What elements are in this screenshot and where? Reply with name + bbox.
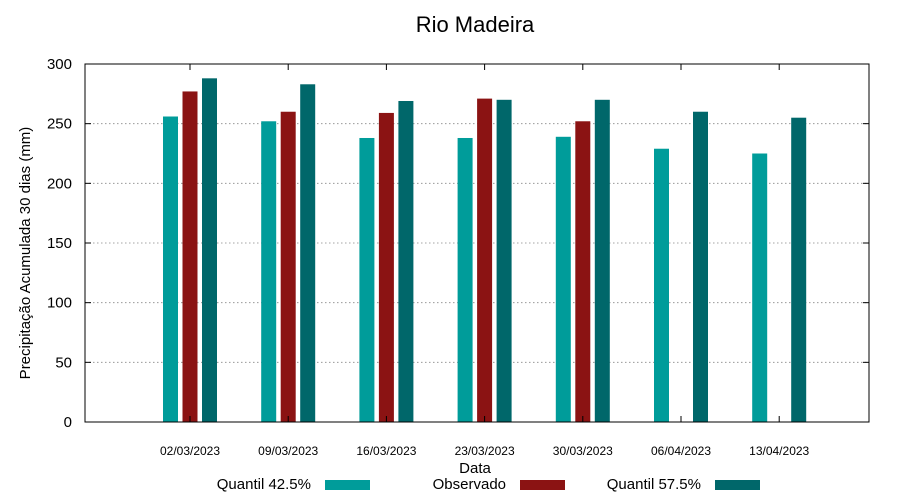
chart-title: Rio Madeira: [416, 12, 535, 37]
x-tick-label: 06/04/2023: [651, 444, 711, 458]
legend-label: Observado: [433, 476, 506, 493]
x-tick-label: 23/03/2023: [455, 444, 515, 458]
y-tick-label: 100: [47, 295, 72, 312]
bar-observado: [280, 111, 296, 422]
x-tick-label: 16/03/2023: [356, 444, 416, 458]
bar-observado: [477, 98, 493, 423]
bar-quantil-42: [261, 121, 277, 422]
bar-observado: [575, 121, 591, 422]
y-tick-label: 0: [64, 414, 72, 431]
bar-quantil-42: [654, 148, 669, 422]
legend: Quantil 42.5% Observado Quantil 57.5%: [217, 476, 760, 493]
grid-lines: [85, 123, 869, 363]
legend-label: Quantil 42.5%: [217, 476, 311, 493]
bar-observado: [378, 112, 394, 422]
y-tick-label: 150: [47, 235, 72, 252]
bar-quantil-57: [202, 78, 217, 422]
legend-swatch: [715, 480, 760, 490]
bar-quantil-42: [752, 153, 768, 422]
legend-swatch: [520, 480, 565, 490]
bar-quantil-42: [163, 116, 178, 423]
bar-quantil-57: [300, 84, 316, 422]
legend-label: Quantil 57.5%: [607, 476, 701, 493]
bar-quantil-42: [359, 137, 375, 422]
bar-quantil-42: [457, 137, 473, 422]
x-tick-label: 30/03/2023: [553, 444, 613, 458]
y-axis-ticks: 0 50 100 150 200 250 300: [47, 56, 869, 431]
x-tick-label: 13/04/2023: [749, 444, 809, 458]
bar-observado: [182, 91, 198, 423]
y-tick-label: 250: [47, 116, 72, 133]
y-axis-label: Precipitação Acumulada 30 dias (mm): [17, 127, 34, 380]
bar-quantil-57: [594, 99, 610, 423]
legend-swatch: [325, 480, 370, 490]
bar-quantil-57: [693, 111, 708, 422]
x-tick-label: 02/03/2023: [160, 444, 220, 458]
y-tick-label: 300: [47, 56, 72, 73]
y-tick-label: 50: [55, 354, 72, 371]
bar-quantil-57: [496, 99, 512, 423]
x-axis-label: Data: [459, 460, 491, 477]
y-tick-label: 200: [47, 175, 72, 192]
bar-quantil-57: [398, 100, 414, 422]
bar-quantil-42: [555, 136, 571, 422]
x-tick-label: 09/03/2023: [258, 444, 318, 458]
bars: [163, 78, 807, 423]
x-axis-ticks: 02/03/2023 09/03/2023 16/03/2023 23/03/2023…: [160, 64, 810, 458]
bar-quantil-57: [791, 117, 807, 422]
